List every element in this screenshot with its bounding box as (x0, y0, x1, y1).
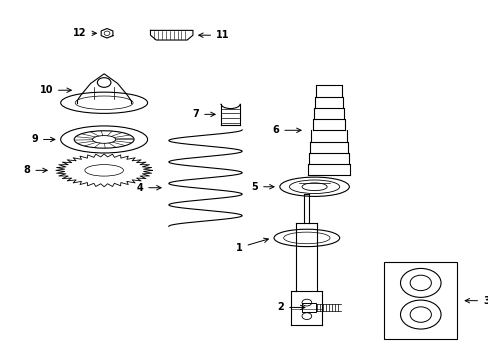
Text: 12: 12 (73, 28, 96, 38)
Text: 7: 7 (192, 109, 215, 120)
Text: 5: 5 (251, 182, 273, 192)
Text: 3: 3 (464, 296, 488, 306)
Text: 2: 2 (277, 302, 305, 312)
Text: 10: 10 (40, 85, 71, 95)
Text: 8: 8 (23, 165, 47, 175)
Text: 6: 6 (272, 125, 301, 135)
Bar (383, 262, 456, 339)
Text: 9: 9 (31, 134, 55, 144)
Text: 11: 11 (198, 30, 229, 40)
Text: 1: 1 (235, 238, 268, 253)
Text: 4: 4 (136, 183, 161, 193)
